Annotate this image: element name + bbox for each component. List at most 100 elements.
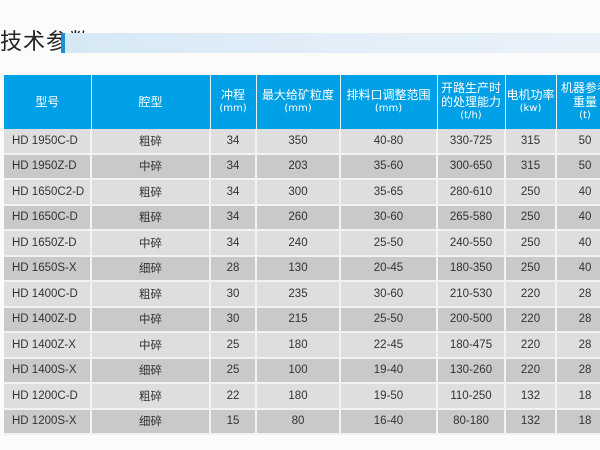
table-cell: 28 <box>556 332 600 359</box>
table-cell: HD 1650S-X <box>4 255 92 282</box>
column-header-label: 机器参考重量 <box>560 81 600 109</box>
table-cell: 220 <box>505 306 557 333</box>
table-cell: 210-530 <box>437 281 506 308</box>
table-cell: 34 <box>210 129 257 155</box>
table-cell: 40-80 <box>340 129 438 155</box>
table-cell: HD 1400S-X <box>4 357 92 384</box>
table-cell: 16-40 <box>340 408 438 435</box>
table-cell: 250 <box>505 230 557 257</box>
table-cell: 22 <box>210 383 257 410</box>
table-cell: 180-475 <box>437 332 506 359</box>
table-cell: 240 <box>256 230 341 257</box>
column-header-label: 腔型 <box>138 95 163 109</box>
table-cell: 300 <box>256 179 341 206</box>
table-cell: 132 <box>505 408 557 435</box>
table-row: HD 1400S-X 细碎 25 100 19-40 130-260 220 28 <box>4 357 600 384</box>
column-header: 腔型 <box>91 75 211 129</box>
table-cell: HD 1650C-D <box>4 204 92 231</box>
table-cell: 203 <box>256 153 341 180</box>
column-header-unit: (mm) <box>284 103 312 114</box>
table-cell: 250 <box>505 179 557 206</box>
column-header: 排料口调整范围 (mm) <box>340 75 438 129</box>
table-row: HD 1650C2-D 粗碎 34 300 35-65 280-610 250 40 <box>4 179 600 206</box>
column-header: 机器参考重量(t) <box>556 75 600 129</box>
table-cell: 180 <box>256 332 341 359</box>
table-cell: 18 <box>556 408 600 435</box>
table-cell: 中碎 <box>91 230 211 257</box>
table-cell: 50 <box>556 129 600 155</box>
table-cell: 40 <box>556 204 600 231</box>
table-cell: HD 1200C-D <box>4 383 92 410</box>
table-cell: 30-60 <box>340 281 438 308</box>
table-cell: 280-610 <box>437 179 506 206</box>
table-cell: 100 <box>256 357 341 384</box>
table-cell: 34 <box>210 179 257 206</box>
column-header-unit: (t/h) <box>460 110 482 121</box>
table-cell: 19-50 <box>340 383 438 410</box>
table-cell: 260 <box>256 204 341 231</box>
column-header: 型号 <box>4 75 92 129</box>
column-header: 开路生产时的处理能力 (t/h) <box>437 75 506 129</box>
title-bar <box>61 33 600 53</box>
table-cell: 50 <box>556 153 600 180</box>
table-cell: 34 <box>210 230 257 257</box>
table-cell: 22-45 <box>340 332 438 359</box>
table-cell: HD 1650Z-D <box>4 230 92 257</box>
column-header: 冲程 (mm) <box>210 75 257 129</box>
table-cell: 180-350 <box>437 255 506 282</box>
table-row: HD 1200S-X 细碎 15 80 16-40 80-180 132 18 <box>4 408 600 435</box>
table-cell: 180 <box>256 383 341 410</box>
table-cell: HD 1400Z-D <box>4 306 92 333</box>
column-header-unit: (t) <box>579 110 591 121</box>
table-cell: 细碎 <box>91 357 211 384</box>
column-header-label: 电机功率 <box>506 88 555 102</box>
table-cell: 细碎 <box>91 408 211 435</box>
table-cell: 315 <box>505 153 557 180</box>
spec-table: 型号 腔型 冲程 (mm) 最大给矿粒度 (mm) 排料口调整范围 (mm) 开路生产时的处理能… <box>4 75 600 435</box>
table-cell: 34 <box>210 204 257 231</box>
table-cell: 18 <box>556 383 600 410</box>
table-cell: 250 <box>505 204 557 231</box>
table-cell: 300-650 <box>437 153 506 180</box>
table-cell: 25 <box>210 357 257 384</box>
column-header-label: 开路生产时的处理能力 <box>440 81 501 109</box>
table-header-row: 型号 腔型 冲程 (mm) 最大给矿粒度 (mm) 排料口调整范围 (mm) 开路生产时的处理能… <box>4 75 600 129</box>
table-cell: 粗碎 <box>91 129 211 155</box>
table-row: HD 1650Z-D 中碎 34 240 25-50 240-550 250 40 <box>4 230 600 257</box>
table-cell: 110-250 <box>437 383 506 410</box>
column-header-unit: (kw) <box>519 103 542 114</box>
column-header-label: 最大给矿粒度 <box>261 88 334 102</box>
table-cell: 35-65 <box>340 179 438 206</box>
table-cell: 粗碎 <box>91 281 211 308</box>
table-cell: 40 <box>556 179 600 206</box>
table-cell: 265-580 <box>437 204 506 231</box>
table-row: HD 1650S-X 细碎 28 130 20-45 180-350 250 40 <box>4 255 600 282</box>
table-cell: 中碎 <box>91 332 211 359</box>
table-cell: 350 <box>256 129 341 155</box>
table-row: HD 1950Z-D 中碎 34 203 35-60 300-650 315 50 <box>4 153 600 180</box>
table-cell: 25-50 <box>340 230 438 257</box>
title-bar-accent <box>61 33 65 53</box>
column-header-unit: (mm) <box>219 103 247 114</box>
table-cell: 30 <box>210 281 257 308</box>
table-cell: 28 <box>556 306 600 333</box>
column-header: 最大给矿粒度 (mm) <box>256 75 341 129</box>
column-header-label: 排料口调整范围 <box>346 88 431 102</box>
table-cell: 220 <box>505 281 557 308</box>
table-cell: 250 <box>505 255 557 282</box>
table-cell: HD 1400Z-X <box>4 332 92 359</box>
table-row: HD 1950C-D 粗碎 34 350 40-80 330-725 315 50 <box>4 129 600 155</box>
table-cell: 220 <box>505 332 557 359</box>
table-cell: HD 1950Z-D <box>4 153 92 180</box>
table-cell: 30-60 <box>340 204 438 231</box>
table-cell: 28 <box>210 255 257 282</box>
table-cell: 315 <box>505 129 557 155</box>
table-cell: 粗碎 <box>91 179 211 206</box>
table-cell: 220 <box>505 357 557 384</box>
table-cell: 40 <box>556 255 600 282</box>
table-cell: 28 <box>556 281 600 308</box>
table-cell: 中碎 <box>91 306 211 333</box>
table-cell: HD 1950C-D <box>4 129 92 155</box>
table-row: HD 1400Z-X 中碎 25 180 22-45 180-475 220 28 <box>4 332 600 359</box>
table-cell: 25 <box>210 332 257 359</box>
